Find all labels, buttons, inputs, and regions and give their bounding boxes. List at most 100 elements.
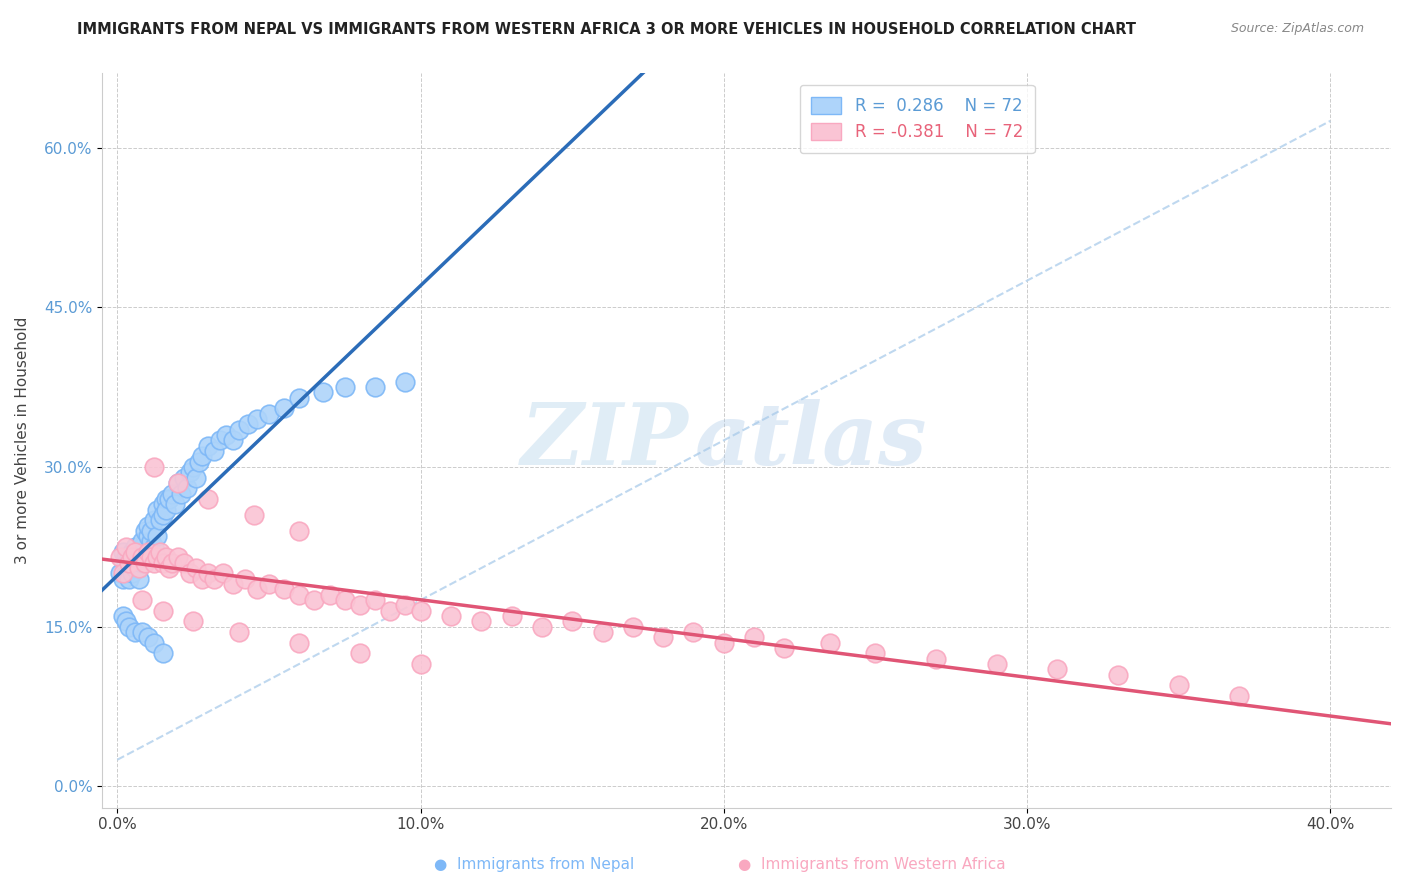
- Point: [925, 651, 948, 665]
- Point: [191, 572, 214, 586]
- Point: [139, 550, 162, 565]
- Point: [179, 465, 201, 479]
- Point: [181, 459, 204, 474]
- Point: [131, 550, 153, 565]
- Point: [212, 566, 235, 581]
- Point: [173, 470, 195, 484]
- Point: [364, 593, 387, 607]
- Text: ●  Immigrants from Western Africa: ● Immigrants from Western Africa: [738, 857, 1005, 872]
- Point: [142, 459, 165, 474]
- Point: [124, 545, 146, 559]
- Point: [246, 412, 269, 426]
- Point: [152, 604, 174, 618]
- Point: [184, 470, 207, 484]
- Point: [124, 561, 146, 575]
- Point: [246, 582, 269, 597]
- Point: [131, 540, 153, 554]
- Point: [160, 486, 183, 500]
- Point: [124, 550, 146, 565]
- Point: [110, 550, 132, 565]
- Point: [215, 428, 238, 442]
- Point: [149, 513, 172, 527]
- Point: [288, 391, 311, 405]
- Point: [380, 604, 402, 618]
- Point: [152, 556, 174, 570]
- Point: [170, 486, 193, 500]
- Point: [318, 588, 340, 602]
- Point: [131, 593, 153, 607]
- Point: [142, 513, 165, 527]
- Point: [333, 380, 356, 394]
- Point: [197, 439, 219, 453]
- Point: [818, 635, 841, 649]
- Point: [124, 625, 146, 640]
- Point: [394, 599, 416, 613]
- Point: [349, 646, 371, 660]
- Point: [202, 444, 225, 458]
- Point: [142, 540, 165, 554]
- Point: [112, 609, 135, 624]
- Point: [304, 593, 326, 607]
- Point: [115, 556, 138, 570]
- Point: [131, 534, 153, 549]
- Point: [124, 540, 146, 554]
- Point: [440, 609, 463, 624]
- Point: [865, 646, 887, 660]
- Point: [112, 572, 135, 586]
- Point: [118, 550, 141, 565]
- Point: [149, 545, 172, 559]
- Point: [142, 556, 165, 570]
- Legend: R =  0.286    N = 72, R = -0.381    N = 72: R = 0.286 N = 72, R = -0.381 N = 72: [800, 85, 1035, 153]
- Point: [470, 615, 492, 629]
- Point: [121, 556, 143, 570]
- Point: [121, 550, 143, 565]
- Point: [155, 491, 177, 506]
- Point: [179, 566, 201, 581]
- Point: [228, 423, 250, 437]
- Point: [273, 401, 295, 416]
- Point: [592, 625, 614, 640]
- Point: [221, 434, 243, 448]
- Point: [228, 625, 250, 640]
- Point: [273, 582, 295, 597]
- Point: [136, 518, 159, 533]
- Point: [652, 630, 675, 644]
- Point: [742, 630, 765, 644]
- Point: [986, 657, 1008, 671]
- Point: [197, 566, 219, 581]
- Point: [139, 524, 162, 538]
- Point: [142, 635, 165, 649]
- Point: [118, 556, 141, 570]
- Point: [409, 657, 432, 671]
- Point: [121, 545, 143, 559]
- Point: [155, 502, 177, 516]
- Point: [236, 417, 259, 432]
- Point: [364, 380, 387, 394]
- Point: [157, 561, 180, 575]
- Point: [145, 529, 167, 543]
- Point: [621, 620, 644, 634]
- Point: [136, 529, 159, 543]
- Point: [184, 561, 207, 575]
- Text: IMMIGRANTS FROM NEPAL VS IMMIGRANTS FROM WESTERN AFRICA 3 OR MORE VEHICLES IN HO: IMMIGRANTS FROM NEPAL VS IMMIGRANTS FROM…: [77, 22, 1136, 37]
- Point: [152, 508, 174, 522]
- Point: [501, 609, 523, 624]
- Point: [333, 593, 356, 607]
- Point: [176, 481, 198, 495]
- Point: [1167, 678, 1189, 692]
- Point: [181, 615, 204, 629]
- Point: [288, 635, 311, 649]
- Point: [136, 630, 159, 644]
- Point: [115, 540, 138, 554]
- Point: [155, 550, 177, 565]
- Text: Source: ZipAtlas.com: Source: ZipAtlas.com: [1230, 22, 1364, 36]
- Point: [167, 550, 190, 565]
- Point: [121, 566, 143, 581]
- Point: [145, 550, 167, 565]
- Point: [288, 524, 311, 538]
- Point: [136, 545, 159, 559]
- Point: [115, 566, 138, 581]
- Point: [561, 615, 583, 629]
- Point: [136, 545, 159, 559]
- Point: [115, 615, 138, 629]
